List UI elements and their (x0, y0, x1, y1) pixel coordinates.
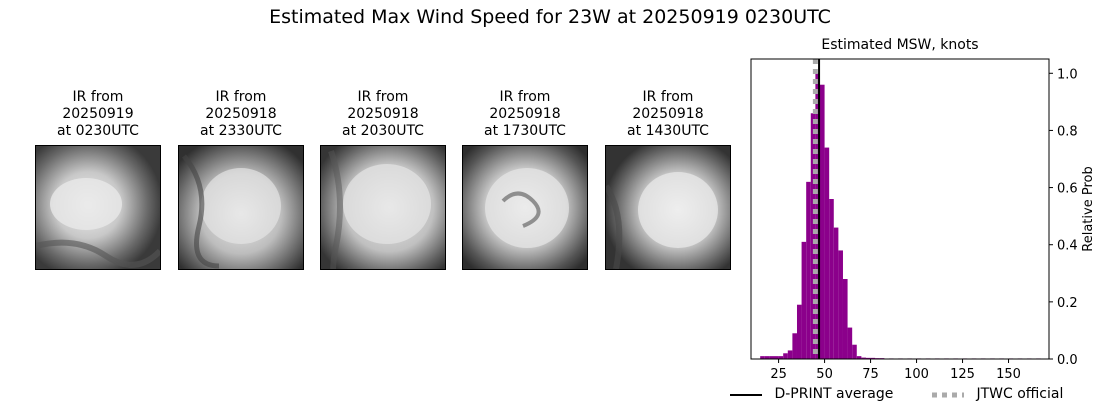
y-tick-label: 0.2 (1057, 296, 1078, 311)
legend-label: JTWC official (976, 386, 1064, 402)
plot-frame (750, 58, 1050, 360)
ir-panel-caption: IR from 20250918 at 1430UTC (605, 89, 731, 141)
histogram-bar (856, 356, 862, 359)
histogram-bar (824, 147, 830, 359)
dotted-line-swatch (932, 392, 964, 398)
caption-line: IR from (357, 89, 409, 105)
y-tick-label: 0.8 (1057, 124, 1078, 139)
caption-line: IR from (72, 89, 124, 105)
histogram-bar (842, 279, 848, 359)
ir-panel-1: IR from 20250919 at 0230UTC (35, 89, 161, 270)
ir-image-graphic (179, 146, 303, 269)
histogram-bar (815, 73, 820, 360)
y-axis-label: Relative Prob (1081, 166, 1096, 251)
ir-panel-caption: IR from 20250918 at 2030UTC (320, 89, 446, 141)
caption-time: at 1430UTC (627, 123, 709, 139)
histogram-bar (760, 356, 765, 359)
caption-time: at 0230UTC (57, 123, 139, 139)
ir-panel-caption: IR from 20250918 at 2330UTC (178, 89, 304, 141)
x-tick-label: 25 (770, 367, 787, 382)
x-tick-label: 100 (904, 367, 929, 382)
ir-satellite-image (462, 145, 588, 270)
y-tick-label: 0.4 (1057, 239, 1078, 254)
histogram-bar (787, 350, 793, 359)
ir-panel-5: IR from 20250918 at 1430UTC (605, 89, 731, 270)
caption-line: IR from (642, 89, 694, 105)
caption-line: IR from (499, 89, 551, 105)
ir-panel-caption: IR from 20250918 at 1730UTC (462, 89, 588, 141)
histogram-bar (847, 327, 853, 359)
ir-satellite-image (178, 145, 304, 270)
ir-satellite-image (605, 145, 731, 270)
ir-panel-caption: IR from 20250919 at 0230UTC (35, 89, 161, 141)
histogram-bar (829, 199, 834, 359)
legend-item-jtwc: JTWC official (930, 386, 1063, 402)
solid-line-swatch (730, 394, 762, 396)
histogram-bar (810, 113, 816, 360)
caption-time: at 2330UTC (200, 123, 282, 139)
histogram-bar (852, 344, 857, 359)
legend-label: D-PRINT average (774, 386, 894, 402)
caption-date: 20250918 (205, 106, 277, 122)
histogram-bar (778, 356, 784, 359)
histogram-bar (773, 356, 779, 359)
ir-satellite-image (35, 145, 161, 270)
caption-date: 20250918 (347, 106, 419, 122)
x-tick-label: 75 (862, 367, 879, 382)
ir-image-graphic (321, 146, 445, 269)
histogram-bar (819, 84, 825, 359)
legend-item-dprint: D-PRINT average (728, 386, 893, 402)
caption-time: at 1730UTC (484, 123, 566, 139)
histogram-bar (801, 241, 807, 359)
caption-line: IR from (215, 89, 267, 105)
histogram-bar (796, 304, 802, 359)
histogram-bar (865, 357, 871, 359)
ir-panel-3: IR from 20250918 at 2030UTC (320, 89, 446, 270)
caption-date: 20250918 (632, 106, 704, 122)
histogram-bar (833, 227, 839, 359)
ir-image-graphic (36, 146, 160, 269)
x-tick-label: 125 (950, 367, 975, 382)
histogram-bar (764, 356, 770, 359)
caption-time: at 2030UTC (342, 123, 424, 139)
caption-date: 20250919 (62, 106, 134, 122)
caption-date: 20250918 (489, 106, 561, 122)
figure-title: Estimated Max Wind Speed for 23W at 2025… (269, 6, 831, 28)
histogram-bar (861, 357, 866, 359)
histogram-bar (769, 356, 774, 359)
ir-panel-4: IR from 20250918 at 1730UTC (462, 89, 588, 270)
y-tick-label: 0.0 (1057, 353, 1078, 368)
y-tick-label: 1.0 (1057, 67, 1078, 82)
histogram-bar (838, 250, 843, 359)
x-tick-label: 50 (816, 367, 833, 382)
ir-panel-2: IR from 20250918 at 2330UTC (178, 89, 304, 270)
chart-title: Estimated MSW, knots (821, 37, 979, 53)
y-tick-label: 0.6 (1057, 182, 1078, 197)
ir-satellite-image (320, 145, 446, 270)
histogram-bar (870, 357, 876, 359)
ir-image-graphic (606, 146, 730, 269)
histogram-bar (806, 181, 811, 359)
ir-image-graphic (463, 146, 587, 269)
histogram-bar (783, 353, 788, 359)
x-tick-label: 150 (996, 367, 1021, 382)
histogram-bar (792, 333, 797, 359)
